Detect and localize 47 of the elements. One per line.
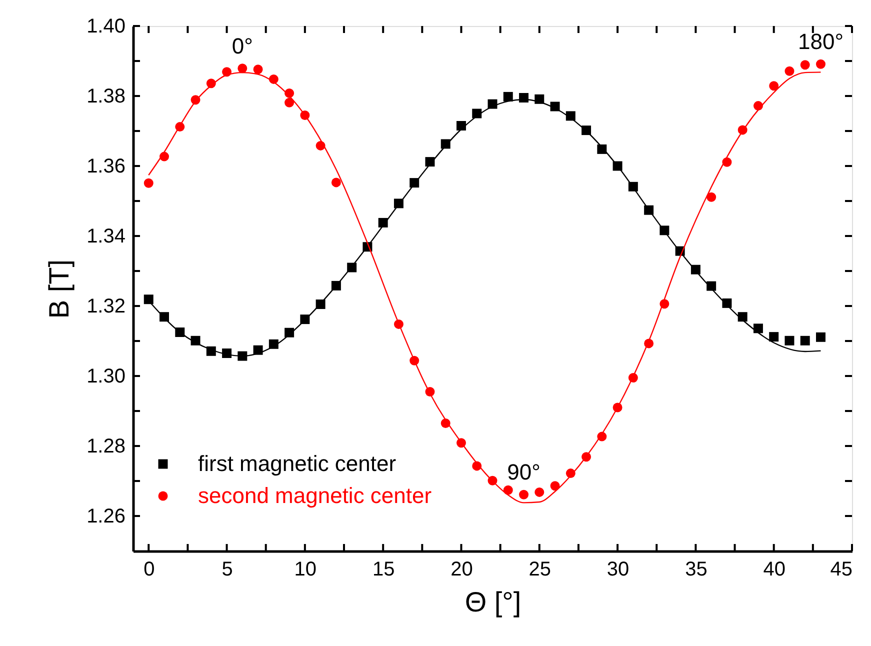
point xyxy=(769,81,779,91)
y-tick-label: 1.36 xyxy=(86,156,126,178)
y-tick-label: 1.40 xyxy=(86,16,126,38)
point xyxy=(238,64,248,74)
point xyxy=(784,336,794,346)
y-tick-label: 1.30 xyxy=(86,366,126,388)
x-tick-label: 15 xyxy=(372,558,395,580)
point xyxy=(284,98,294,108)
point xyxy=(534,487,544,497)
annotation: 180° xyxy=(798,29,844,54)
legend-label: second magnetic center xyxy=(198,483,432,508)
x-axis-title: Θ [°] xyxy=(464,586,522,618)
x-tick-label: 30 xyxy=(606,558,630,580)
x-tick-label: 20 xyxy=(450,558,473,580)
point xyxy=(144,178,154,188)
x-tick-label: 0 xyxy=(144,558,155,580)
annotation: 90° xyxy=(507,460,540,485)
y-tick-label: 1.28 xyxy=(86,436,126,458)
x-tick-label: 5 xyxy=(222,558,233,580)
point xyxy=(769,332,779,342)
point xyxy=(800,336,810,346)
point xyxy=(144,294,154,304)
point xyxy=(503,92,513,102)
point xyxy=(503,485,513,495)
x-tick-label: 10 xyxy=(294,558,317,580)
y-tick-label: 1.32 xyxy=(86,296,126,318)
point xyxy=(331,178,341,188)
point xyxy=(753,324,763,334)
point xyxy=(456,121,466,130)
point xyxy=(816,59,826,69)
point xyxy=(800,60,810,70)
legend-label: first magnetic center xyxy=(198,451,396,476)
point xyxy=(784,66,794,76)
y-tick-label: 1.34 xyxy=(86,226,126,248)
point xyxy=(706,192,716,202)
x-tick-label: 40 xyxy=(763,558,786,580)
x-tick-label: 35 xyxy=(685,558,708,580)
x-tick-label: 25 xyxy=(528,558,552,580)
point xyxy=(519,490,529,500)
x-tick-label: 45 xyxy=(830,558,852,580)
y-tick-label: 1.38 xyxy=(86,86,126,108)
y-tick-label: 1.26 xyxy=(86,506,126,528)
point xyxy=(253,64,263,74)
point xyxy=(816,332,826,342)
point xyxy=(550,481,560,491)
annotation: 0° xyxy=(232,33,253,58)
y-axis-title: B [T] xyxy=(44,259,75,319)
